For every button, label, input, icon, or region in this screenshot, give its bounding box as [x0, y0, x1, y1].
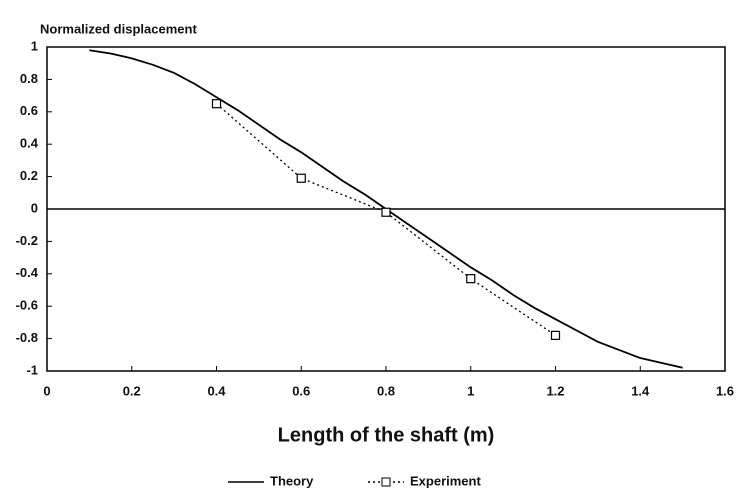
- y-tick-label: 0.6: [20, 103, 38, 118]
- x-tick-label: 1.4: [631, 383, 650, 398]
- y-tick-label: 1: [31, 38, 38, 53]
- series-line: [216, 103, 556, 336]
- x-tick-label: 1.6: [716, 383, 734, 398]
- y-tick-label: 0.4: [20, 136, 39, 151]
- y-tick-label: -0.8: [16, 330, 38, 345]
- y-tick-label: -0.4: [16, 265, 39, 280]
- data-point: [466, 274, 476, 284]
- y-tick-label: 0.8: [20, 71, 38, 86]
- legend-label: Experiment: [410, 473, 481, 488]
- x-tick-label: 0.2: [123, 383, 141, 398]
- x-tick-label: 0.4: [207, 383, 226, 398]
- data-point: [211, 99, 222, 109]
- data-point: [296, 173, 306, 183]
- y-tick-label: 0: [31, 200, 38, 215]
- y-tick-label: -1: [26, 362, 38, 377]
- x-tick-label: 1.2: [546, 383, 564, 398]
- legend-marker: [381, 477, 391, 487]
- x-axis-label: Length of the shaft (m): [278, 424, 495, 446]
- data-point: [550, 330, 561, 340]
- x-tick-label: 1: [467, 383, 474, 398]
- data-point: [381, 207, 391, 217]
- x-tick-label: 0: [43, 383, 50, 398]
- y-axis-label: Normalized displacement: [40, 21, 197, 36]
- y-tick-label: -0.6: [16, 298, 38, 313]
- y-tick-label: -0.2: [16, 233, 38, 248]
- legend-label: Theory: [270, 473, 314, 488]
- x-tick-label: 0.6: [292, 383, 310, 398]
- y-tick-label: 0.2: [20, 168, 38, 183]
- x-tick-label: 0.8: [377, 383, 395, 398]
